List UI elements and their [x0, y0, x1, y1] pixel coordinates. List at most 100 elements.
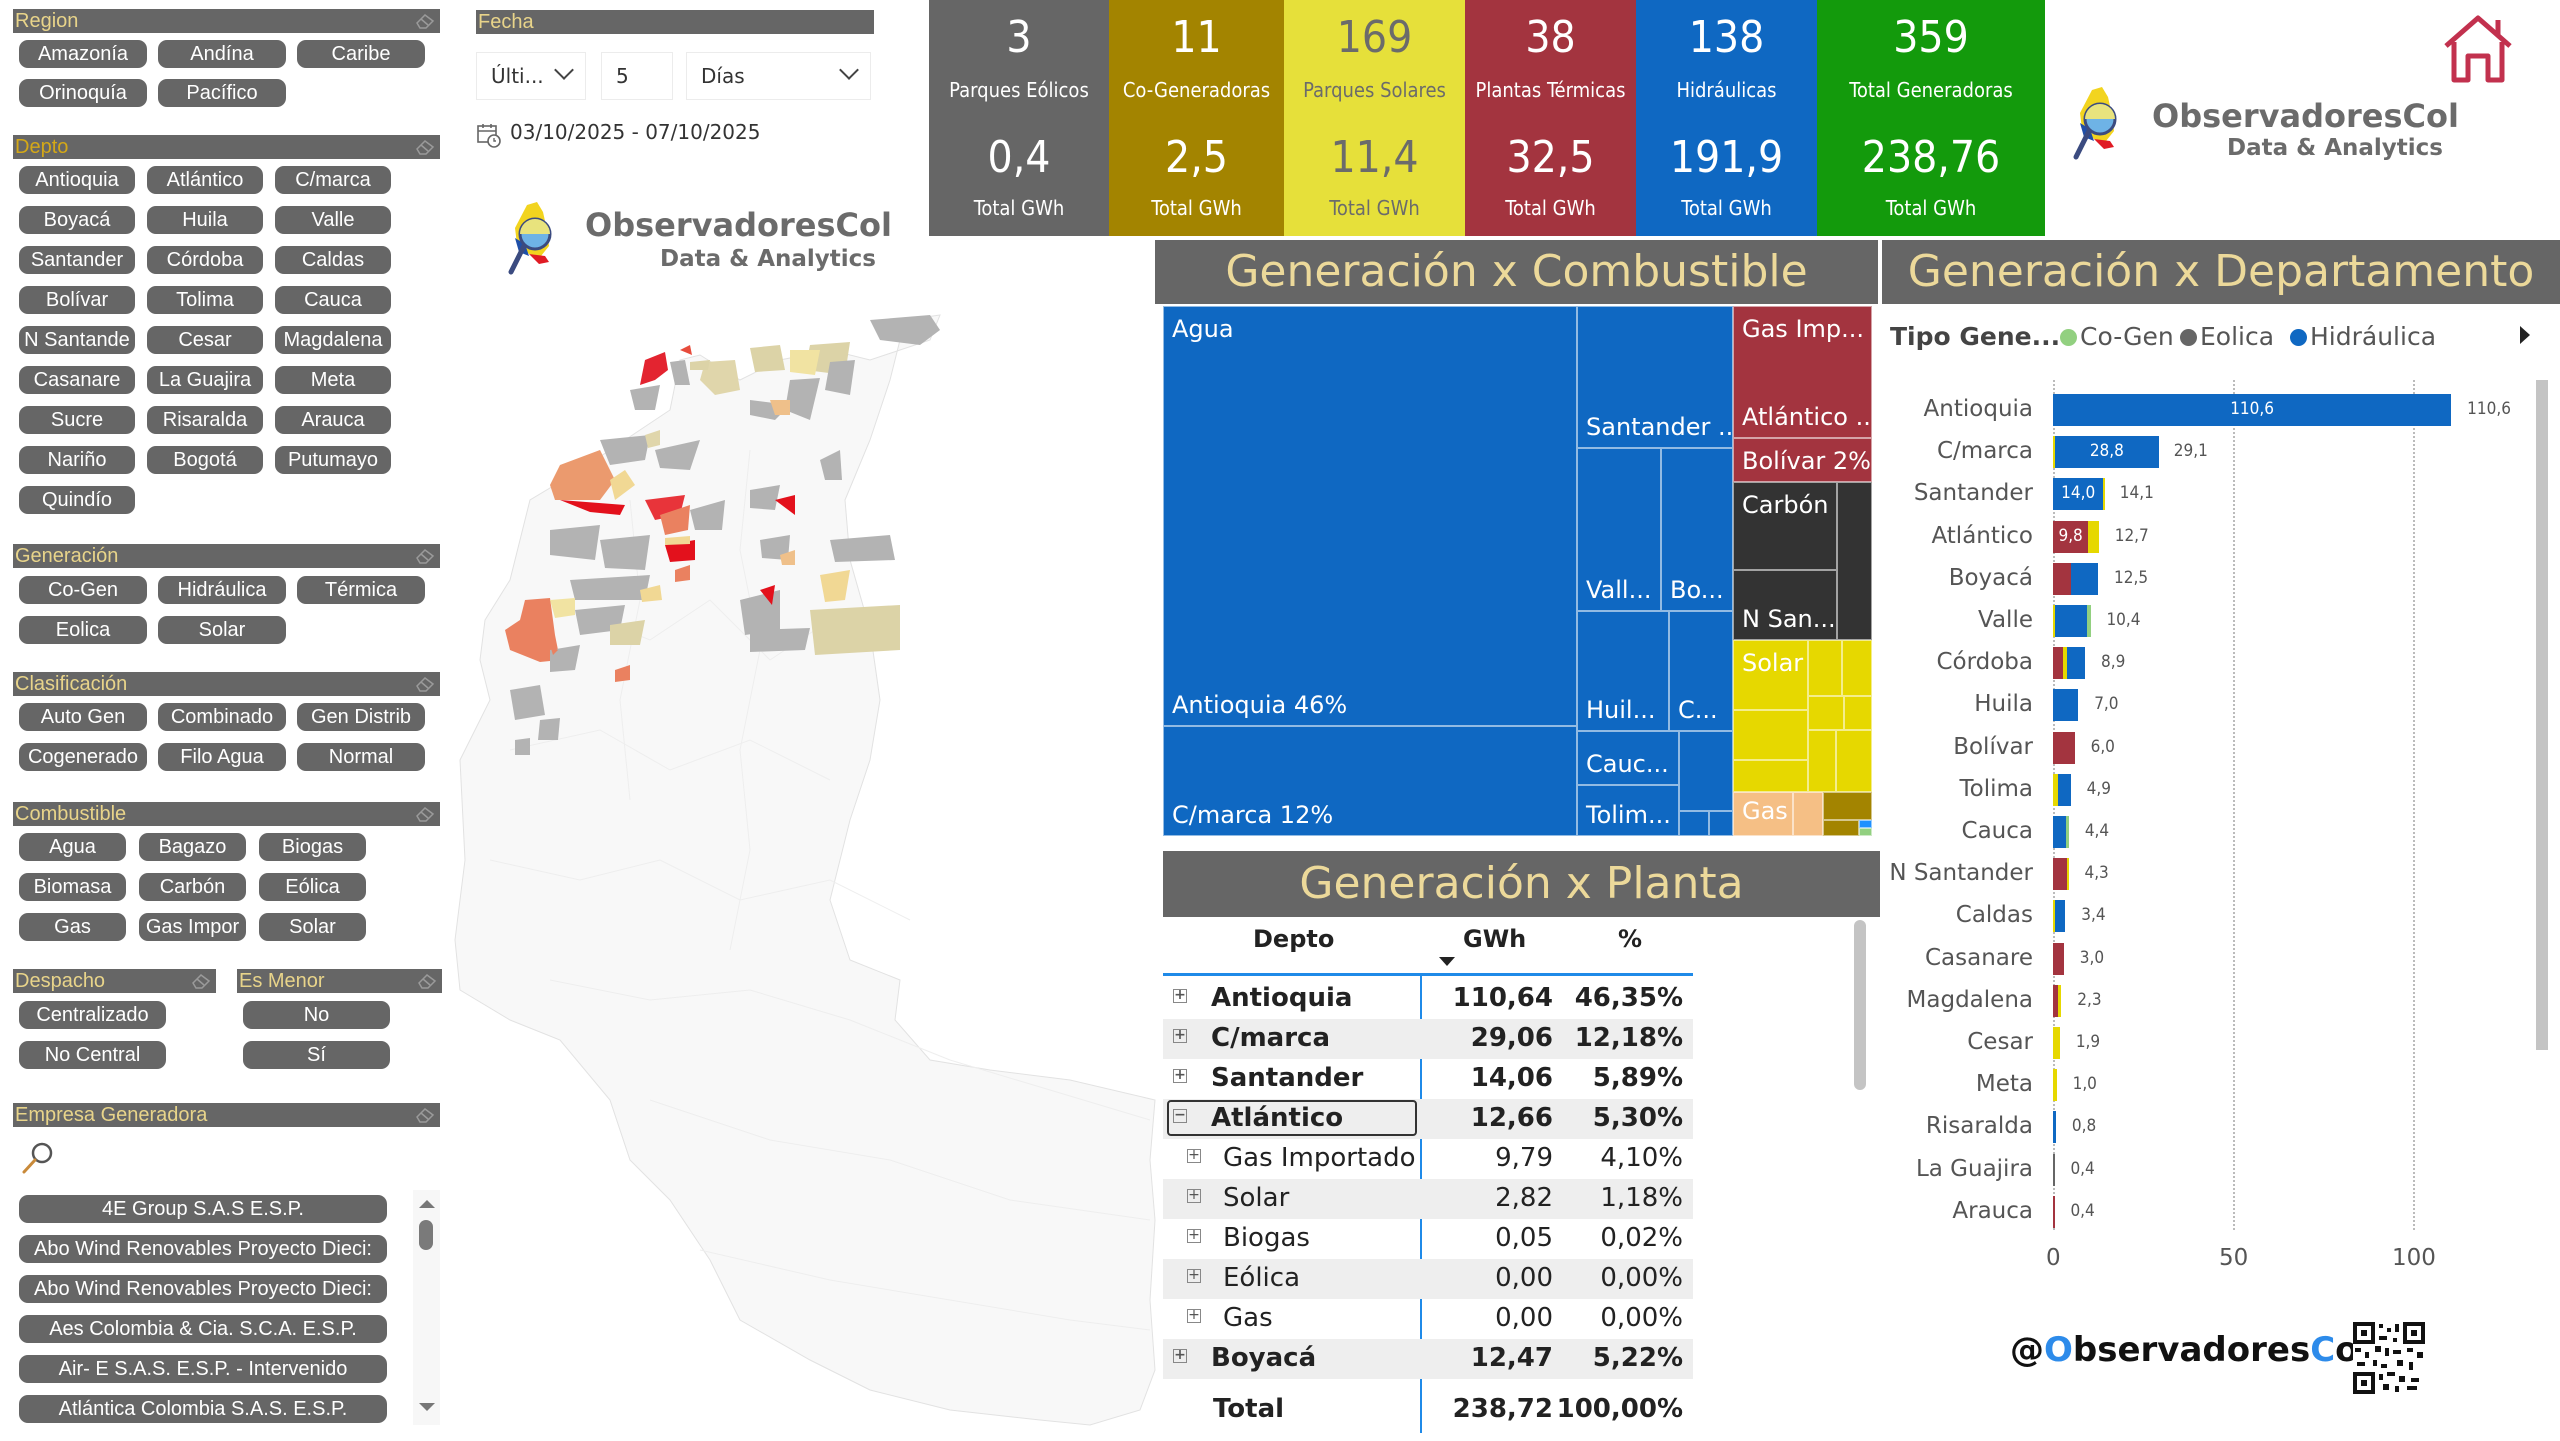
depto-option[interactable]: Risaralda [147, 406, 263, 434]
table-subrow[interactable]: + Solar 2,82 1,18% [1163, 1179, 1693, 1219]
expand-plus-icon[interactable]: + [1173, 1347, 1187, 1363]
generacion-option[interactable]: Co-Gen [19, 576, 147, 604]
bar-segment-hidraulica[interactable] [2055, 900, 2066, 933]
clasificacion-option[interactable]: Combinado [158, 703, 286, 731]
depto-option[interactable]: Putumayo [275, 446, 391, 474]
table-row[interactable]: + Santander 14,06 5,89% [1163, 1059, 1693, 1099]
region-option[interactable]: Amazonía [19, 40, 147, 68]
scroll-up-icon[interactable] [419, 1200, 435, 1208]
eraser-clear-filter-icon[interactable] [414, 1106, 436, 1124]
search-icon[interactable] [20, 1140, 56, 1181]
despacho-option[interactable]: Centralizado [19, 1001, 166, 1029]
treemap-cell-valle[interactable]: Vall... [1577, 448, 1661, 611]
region-option[interactable]: Caribe [297, 40, 425, 68]
empresa-option[interactable]: Air- E S.A.S. E.S.P. - Intervenido [19, 1355, 387, 1383]
combustible-option[interactable]: Solar [259, 913, 366, 941]
legend-item[interactable]: Co-Gen [2060, 322, 2174, 351]
bar-segment-hidraulica[interactable] [2067, 647, 2086, 680]
treemap-cell-solar-sub[interactable] [1844, 696, 1872, 730]
treemap-cell-c[interactable]: C... [1669, 611, 1733, 731]
bar-segment-solar[interactable] [2053, 436, 2055, 469]
empresa-option[interactable]: Abo Wind Renovables Proyecto Dieci: [19, 1275, 387, 1303]
treemap-cell-other-agua[interactable] [1679, 731, 1733, 811]
treemap-cell-solar-sub[interactable] [1733, 710, 1808, 760]
generacion-option[interactable]: Térmica [297, 576, 425, 604]
treemap-cell-other[interactable] [1859, 828, 1872, 836]
sort-descending-icon[interactable] [1439, 957, 1455, 966]
bar-segment-solar[interactable] [2058, 984, 2062, 1017]
depto-option[interactable]: Valle [275, 206, 391, 234]
bar-segment-termica[interactable] [2053, 562, 2071, 595]
column-header-pct[interactable]: % [1618, 925, 1643, 953]
bar-segment-solar[interactable] [2103, 478, 2106, 511]
treemap-cell-bagazo[interactable] [1823, 792, 1872, 820]
treemap-cell-gas[interactable]: Gas [1733, 792, 1793, 836]
clasificacion-option[interactable]: Auto Gen [19, 703, 147, 731]
depto-option[interactable]: Cesar [147, 326, 263, 354]
depto-option[interactable]: La Guajira [147, 366, 263, 394]
combustible-option[interactable]: Bagazo [139, 833, 246, 861]
treemap-cell-tolima[interactable]: Tolim... [1577, 785, 1679, 836]
depto-option[interactable]: Arauca [275, 406, 391, 434]
treemap-cell-huila[interactable]: Huil... [1577, 611, 1669, 731]
eraser-clear-filter-icon[interactable] [414, 138, 436, 156]
depto-option[interactable]: Quindío [19, 486, 135, 514]
expand-plus-icon[interactable]: + [1187, 1307, 1201, 1323]
legend-item[interactable]: Eolica [2180, 322, 2274, 351]
chart-scrollbar-thumb[interactable] [2536, 380, 2548, 1050]
table-row[interactable]: + C/marca 29,06 12,18% [1163, 1019, 1693, 1059]
bar-segment-cogen[interactable] [2065, 816, 2069, 848]
table-subrow[interactable]: + Eólica 0,00 0,00% [1163, 1259, 1693, 1299]
depto-option[interactable]: Sucre [19, 406, 135, 434]
depto-option[interactable]: Antioquia [19, 166, 135, 194]
eraser-clear-filter-icon[interactable] [190, 972, 212, 990]
empresa-option[interactable]: 4E Group S.A.S E.S.P. [19, 1195, 387, 1223]
treemap-cell-bagazo-sub[interactable] [1823, 820, 1859, 836]
bar-segment-solar[interactable] [2067, 858, 2070, 891]
fecha-mode-dropdown[interactable]: Últi... [476, 52, 586, 100]
eraser-clear-filter-icon[interactable] [414, 675, 436, 693]
generacion-option[interactable]: Hidráulica [158, 576, 286, 604]
bar-segment-hidraulica[interactable] [2053, 1111, 2056, 1144]
treemap-cell-solar-sub[interactable] [1733, 760, 1808, 792]
combustible-option[interactable]: Carbón [139, 873, 246, 901]
empresa-list-scrollbar[interactable] [413, 1190, 440, 1425]
treemap-cell-cmarca[interactable]: C/marca 12% [1163, 726, 1577, 836]
depto-option[interactable]: Meta [275, 366, 391, 394]
expand-plus-icon[interactable]: + [1187, 1147, 1201, 1163]
treemap-cell-antioquia[interactable]: Agua Antioquia 46% [1163, 306, 1577, 726]
bar-segment-termica[interactable] [2053, 731, 2075, 764]
eraser-clear-filter-icon[interactable] [414, 547, 436, 565]
combustible-option[interactable]: Eólica [259, 873, 366, 901]
column-header-gwh[interactable]: GWh [1463, 925, 1527, 953]
bar-segment-solar[interactable] [2053, 605, 2055, 637]
bar-segment-hidraulica[interactable] [2053, 689, 2079, 722]
scroll-down-icon[interactable] [419, 1403, 435, 1411]
bar-segment-cogen[interactable] [2086, 605, 2091, 637]
bar-segment-hidraulica[interactable] [2055, 605, 2087, 637]
table-row[interactable]: − Atlántico 12,66 5,30% [1163, 1099, 1693, 1139]
expand-plus-icon[interactable]: + [1187, 1227, 1201, 1243]
combustible-option[interactable]: Biogas [259, 833, 366, 861]
table-scrollbar[interactable] [1854, 920, 1866, 1090]
eraser-clear-filter-icon[interactable] [416, 972, 438, 990]
combustible-option[interactable]: Agua [19, 833, 126, 861]
bar-segment-solar[interactable] [2053, 900, 2055, 933]
bar-segment-termica[interactable] [2053, 520, 2089, 553]
treemap-cell-boyaca[interactable]: Bo... [1661, 448, 1733, 611]
treemap-cell-other-agua[interactable] [1709, 811, 1733, 836]
bar-segment-solar[interactable] [2053, 773, 2059, 806]
region-option[interactable]: Orinoquía [19, 79, 147, 107]
bar-segment-hidraulica[interactable] [2058, 773, 2071, 806]
chart-scrollbar-track[interactable] [2536, 380, 2548, 1050]
depto-option[interactable]: Tolima [147, 286, 263, 314]
es-menor-option[interactable]: No [243, 1001, 390, 1029]
bar-segment-hidraulica[interactable] [2055, 436, 2159, 469]
legend-item[interactable]: Hidráulica [2290, 322, 2436, 351]
clasificacion-option[interactable]: Cogenerado [19, 743, 147, 771]
home-icon[interactable] [2440, 12, 2516, 84]
depto-option[interactable]: Bogotá [147, 446, 263, 474]
region-option[interactable]: Andína [158, 40, 286, 68]
colombia-choropleth-map[interactable] [450, 300, 1160, 1430]
bar-segment-eolica[interactable] [2053, 1153, 2055, 1186]
